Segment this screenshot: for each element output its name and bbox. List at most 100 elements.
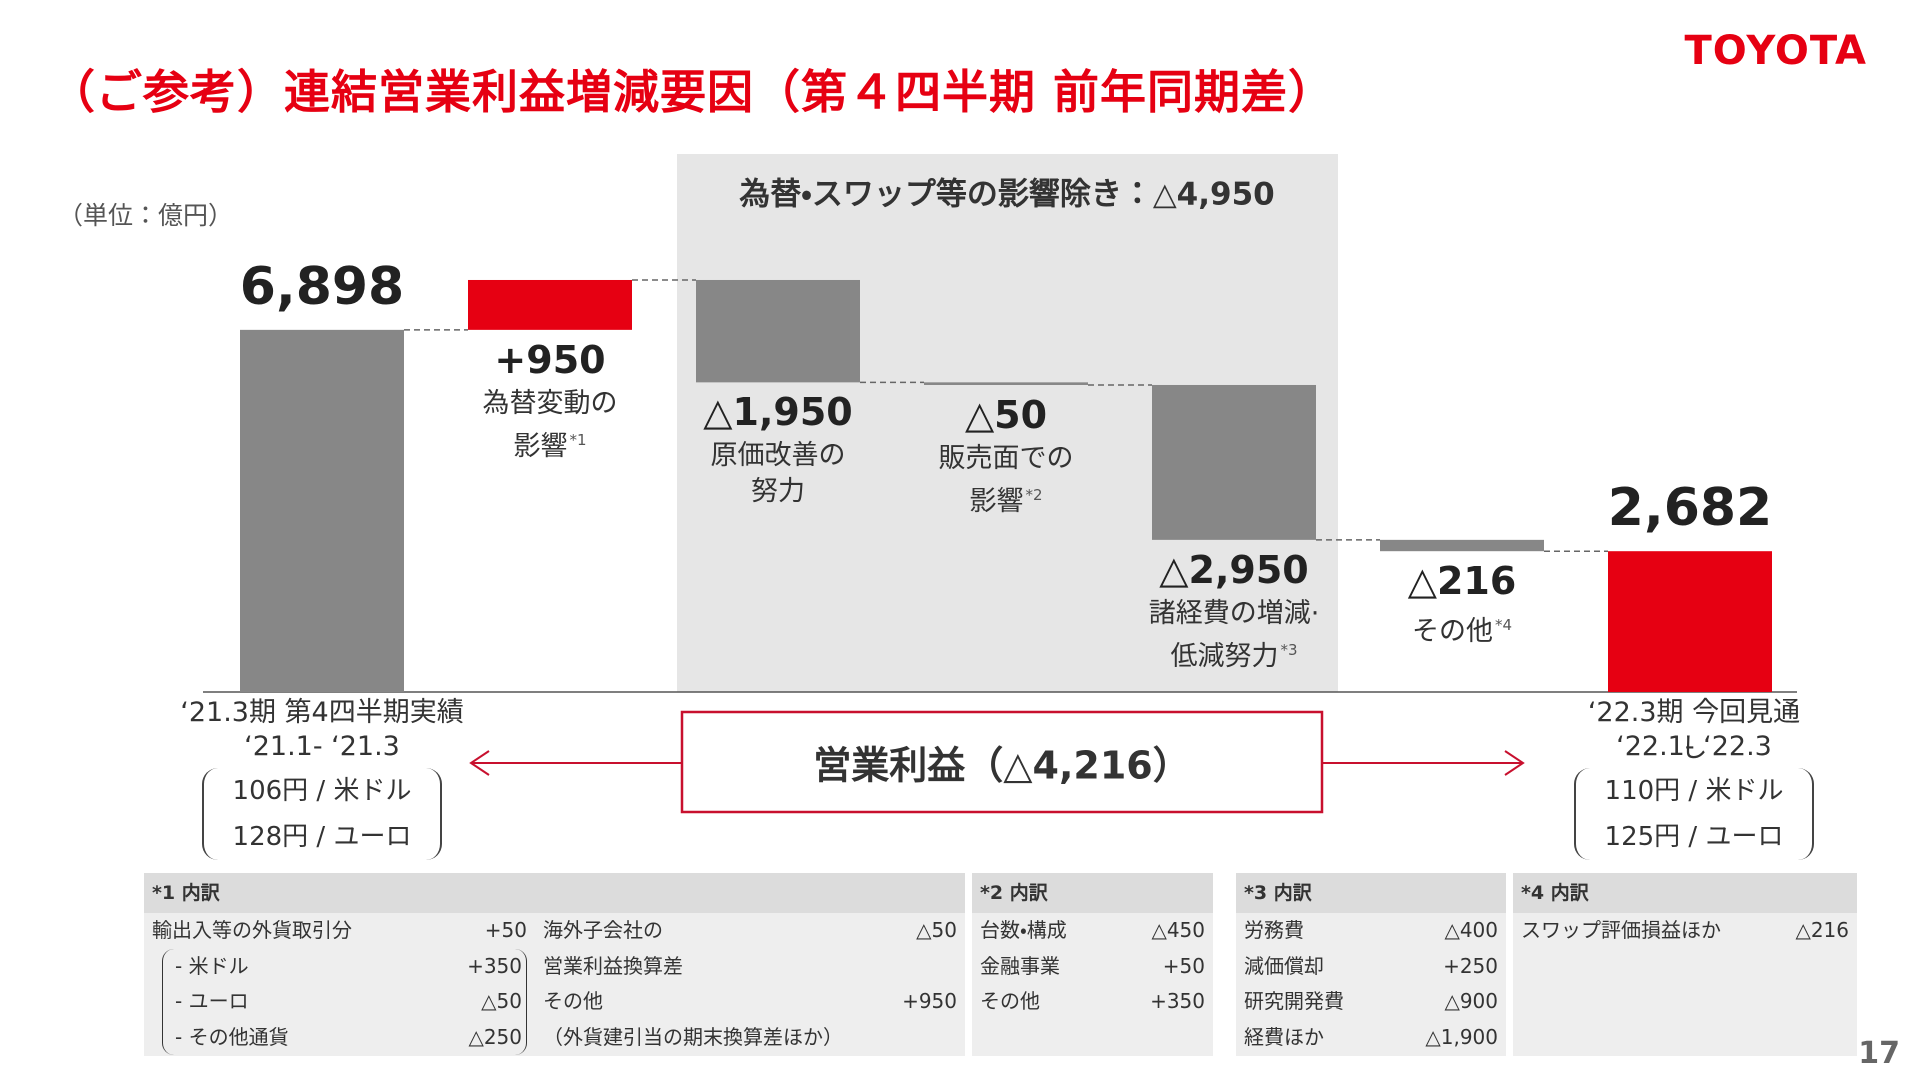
category-label: ‘22.3期 今回見通し xyxy=(1587,697,1801,764)
value-label: +950 xyxy=(494,337,606,382)
item-label: （外貨建引当の期末換算差ほか） xyxy=(543,1024,843,1049)
item-label: スワップ評価損益ほか xyxy=(1521,918,1721,942)
item-value: △450 xyxy=(1151,918,1205,942)
unit-label: （単位：億円） xyxy=(58,201,234,230)
footnote-row: （外貨建引当の期末換算差ほか） xyxy=(543,1020,957,1056)
category-text: 原価改善の 努力 xyxy=(710,440,846,508)
item-value: △50 xyxy=(481,989,522,1013)
category-text: 販売面での 影響 xyxy=(938,442,1074,517)
footnote-mark: *3 xyxy=(1280,640,1298,659)
rate-label: 110円 / 米ドル xyxy=(1604,776,1784,806)
footnote-columns: 台数・構成 △450 金融事業 +50 その他 +350 xyxy=(972,913,1213,1020)
page-number: 17 xyxy=(1858,1036,1900,1071)
footnote-mark: *1 xyxy=(569,430,587,449)
footnote-column: 海外子会社の 営業利益換算差 △50 その他 +950 （外貨建引当の期末換算差ほか） xyxy=(535,913,965,1055)
footnote-columns: スワップ評価損益ほか △216 xyxy=(1513,913,1857,949)
footnote-row: その他 +350 xyxy=(980,984,1205,1020)
footnote-panel: *1 内訳 輸出入等の外貨取引分 +50 - 米ドル +350 - ユーロ △50 - その他… xyxy=(144,873,965,1056)
logo: TOYOTA xyxy=(1684,28,1867,74)
category-label: 諸経費の増減· 低減努力 *3 xyxy=(1149,596,1320,675)
footnote-title: *3 内訳 xyxy=(1236,873,1506,913)
value-label: △2,950 xyxy=(1159,547,1309,592)
item-value: +250 xyxy=(1443,953,1498,978)
item-value: +350 xyxy=(1150,989,1205,1013)
value-label: 6,898 xyxy=(239,256,405,317)
footnote-columns: 労務費 △400 減価償却 +250 研究開発費 △900 経費ほか △1,900 xyxy=(1236,913,1506,1055)
footnote-row: 研究開発費 △900 xyxy=(1244,984,1498,1020)
item-value: △1,900 xyxy=(1425,1024,1498,1049)
bar xyxy=(1380,539,1544,552)
bar xyxy=(468,279,632,330)
footnote-row: - ユーロ △50 xyxy=(175,984,522,1020)
category-label: 原価改善の 努力 xyxy=(711,438,846,510)
rate-box: 106円 / 米ドル 128円 / ユーロ xyxy=(202,768,442,860)
footnote-column: 台数・構成 △450 金融事業 +50 その他 +350 xyxy=(972,913,1213,1020)
footnote-panel: *3 内訳労務費 △400 減価償却 +250 研究開発費 △900 経費ほか △1,900 xyxy=(1236,873,1506,1056)
footnote-panel: *2 内訳台数・構成 △450 金融事業 +50 その他 +350 xyxy=(972,873,1213,1056)
value-label: △1,950 xyxy=(703,390,853,435)
item-label: - ユーロ xyxy=(175,989,249,1013)
category-label: 為替変動の 影響 *1 xyxy=(483,386,618,465)
item-label: その他 xyxy=(980,989,1040,1013)
item-value: △216 xyxy=(1795,918,1849,942)
breakdown: - 米ドル +350 - ユーロ △50 - その他通貨 △250 xyxy=(162,948,527,1056)
period-label: ‘22.1- ‘22.3 xyxy=(1616,731,1772,762)
footnote-row: スワップ評価損益ほか △216 xyxy=(1521,913,1849,949)
item-label: 台数・構成 xyxy=(980,918,1067,942)
rate-label: 125円 / ユーロ xyxy=(1604,822,1784,852)
category-label: その他 *4 xyxy=(1412,607,1512,650)
footnote-row: 海外子会社の 営業利益換算差 △50 xyxy=(543,913,957,984)
item-label: 減価償却 xyxy=(1244,953,1324,978)
item-value: △900 xyxy=(1444,989,1498,1013)
highlight-label: 為替・スワップ等の影響除き：△4,950 xyxy=(739,176,1275,213)
bar xyxy=(924,382,1088,385)
footnote-row: 台数・構成 △450 xyxy=(980,913,1205,949)
footnote-title: *4 内訳 xyxy=(1513,873,1857,913)
item-value: +50 xyxy=(484,918,527,942)
category-label: 販売面での 影響 *2 xyxy=(939,441,1074,520)
footnote-mark: *4 xyxy=(1494,616,1513,635)
value-label: 2,682 xyxy=(1607,478,1773,539)
footnote-row: 輸出入等の外貨取引分 +50 xyxy=(152,913,527,949)
footnote-title: *2 内訳 xyxy=(972,873,1213,913)
item-label: - 米ドル xyxy=(175,953,249,978)
item-value: +950 xyxy=(902,989,957,1013)
category-text: 諸経費の増減· 低減努力 xyxy=(1148,597,1320,672)
total-change-box xyxy=(680,710,1324,814)
item-label: 海外子会社の 営業利益換算差 xyxy=(543,918,683,978)
item-label: 輸出入等の外貨取引分 xyxy=(152,918,352,942)
footnote-column: スワップ評価損益ほか △216 xyxy=(1513,913,1857,949)
footnote-title: *1 内訳 xyxy=(144,873,965,913)
item-label: 経費ほか xyxy=(1244,1024,1324,1049)
footnote-columns: 輸出入等の外貨取引分 +50 - 米ドル +350 - ユーロ △50 - その他通貨 △25… xyxy=(144,913,965,1055)
arrows xyxy=(469,750,1525,776)
item-value: △400 xyxy=(1444,918,1498,942)
footnote-panel: *4 内訳スワップ評価損益ほか △216 xyxy=(1513,873,1857,1056)
rate-box: 110円 / 米ドル 125円 / ユーロ xyxy=(1574,768,1814,860)
footnote-row: 減価償却 +250 xyxy=(1244,949,1498,985)
item-label: 金融事業 xyxy=(980,953,1060,978)
value-label: △50 xyxy=(964,392,1048,437)
footnote-row: 経費ほか △1,900 xyxy=(1244,1020,1498,1056)
footnote-row: その他 +950 xyxy=(543,984,957,1020)
footnote-mark: *2 xyxy=(1025,485,1043,504)
footnote-row: 労務費 △400 xyxy=(1244,913,1498,949)
item-value: +50 xyxy=(1162,953,1205,978)
footnote-row: 金融事業 +50 xyxy=(980,949,1205,985)
footnote-row: - その他通貨 △250 xyxy=(175,1020,522,1056)
item-label: 労務費 xyxy=(1244,918,1304,942)
item-label: その他 xyxy=(543,989,603,1013)
rate-label: 128円 / ユーロ xyxy=(232,822,412,852)
footnote-column: 輸出入等の外貨取引分 +50 - 米ドル +350 - ユーロ △50 - その他通貨 △25… xyxy=(144,913,535,1055)
period-label: ‘21.1- ‘21.3 xyxy=(244,731,400,762)
category-label: ‘21.3期 第4四半期実績 xyxy=(180,697,464,728)
bar xyxy=(1152,384,1316,540)
item-label: 研究開発費 xyxy=(1244,989,1344,1013)
category-text: 為替変動の 影響 xyxy=(482,387,618,462)
bar xyxy=(696,279,860,383)
category-text: その他 xyxy=(1411,616,1493,648)
bar xyxy=(240,329,404,692)
item-value: △50 xyxy=(916,918,957,942)
